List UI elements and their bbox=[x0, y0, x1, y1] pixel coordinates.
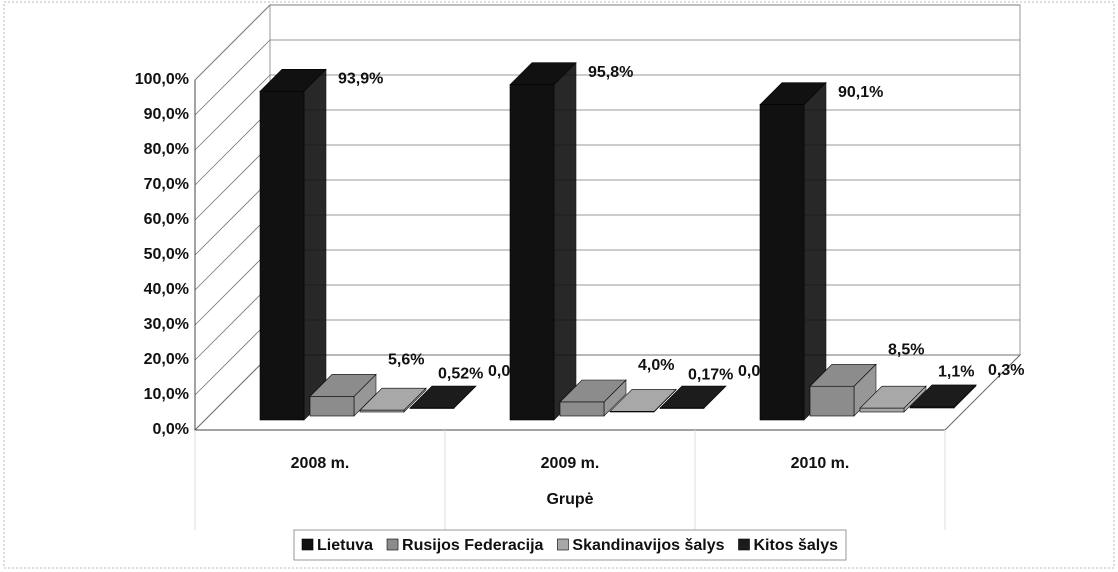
grid-line bbox=[194, 74, 1020, 151]
bar bbox=[359, 409, 405, 413]
grid-line bbox=[194, 4, 1020, 81]
chart-frame bbox=[3, 1, 1115, 569]
bar bbox=[659, 407, 705, 409]
value-label: 4,0% bbox=[638, 357, 674, 374]
value-label: 8,5% bbox=[888, 341, 924, 358]
legend-swatch bbox=[738, 538, 750, 551]
y-tick-label: 60,0% bbox=[144, 211, 189, 228]
bar bbox=[409, 407, 455, 409]
y-tick-label: 10,0% bbox=[144, 386, 189, 403]
x-tick-label: 2008 m. bbox=[291, 455, 350, 472]
bar bbox=[559, 401, 605, 417]
legend-swatch bbox=[557, 538, 569, 551]
bar bbox=[509, 84, 555, 421]
legend-swatch bbox=[301, 538, 314, 551]
value-label: 0,17% bbox=[688, 367, 733, 384]
grid-line bbox=[194, 39, 1020, 116]
bar bbox=[759, 104, 805, 421]
bar bbox=[609, 411, 655, 413]
bar-side bbox=[803, 81, 827, 421]
value-label: 0,52% bbox=[438, 365, 483, 382]
y-tick-label: 20,0% bbox=[144, 351, 189, 368]
bar-side bbox=[553, 61, 577, 421]
x-tick-label: 2009 m. bbox=[541, 455, 600, 472]
y-tick-label: 0,0% bbox=[153, 421, 189, 438]
value-label: 1,1% bbox=[938, 363, 974, 380]
bar-side bbox=[303, 68, 327, 421]
y-tick-label: 90,0% bbox=[144, 106, 189, 123]
value-label: 5,6% bbox=[388, 352, 424, 369]
value-label: 90,1% bbox=[838, 84, 883, 101]
x-tick-label: 2010 m. bbox=[791, 455, 850, 472]
legend-label: Rusijos Federacija bbox=[402, 537, 543, 554]
y-tick-label: 50,0% bbox=[144, 246, 189, 263]
legend-swatch bbox=[386, 538, 399, 551]
legend: Lietuva Rusijos Federacija Skandinavijos š… bbox=[293, 529, 847, 561]
bar bbox=[309, 396, 355, 417]
x-axis-label: Grupė bbox=[546, 491, 593, 508]
y-tick-label: 70,0% bbox=[144, 176, 189, 193]
legend-label: Skandinavijos šalys bbox=[572, 537, 724, 554]
value-label: 95,8% bbox=[588, 64, 633, 81]
legend-box bbox=[293, 529, 847, 561]
bar bbox=[859, 407, 905, 413]
bar bbox=[909, 406, 955, 409]
y-tick-label: 80,0% bbox=[144, 141, 189, 158]
value-label: 93,9% bbox=[338, 71, 383, 88]
bar bbox=[259, 91, 305, 421]
legend-label: Lietuva bbox=[317, 537, 373, 554]
legend-label: Kitos šalys bbox=[754, 537, 839, 554]
y-tick-label: 100,0% bbox=[135, 71, 189, 88]
y-tick-label: 40,0% bbox=[144, 281, 189, 298]
bar bbox=[809, 385, 855, 417]
y-tick-label: 30,0% bbox=[144, 316, 189, 333]
value-label: 0,3% bbox=[988, 362, 1024, 379]
